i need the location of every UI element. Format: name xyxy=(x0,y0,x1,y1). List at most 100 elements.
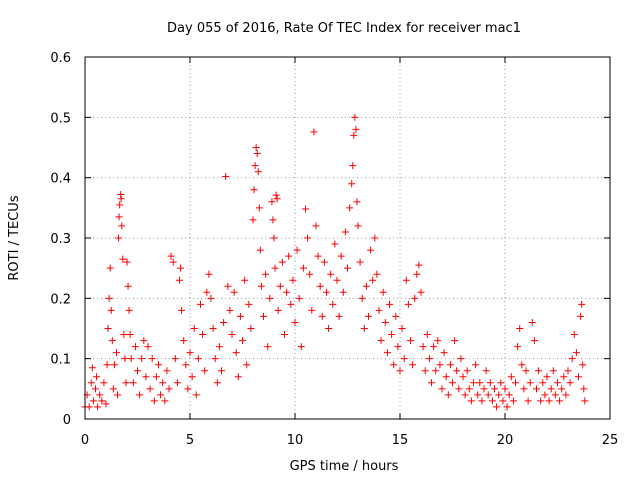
data-point xyxy=(119,255,127,263)
data-point xyxy=(100,379,108,387)
data-point xyxy=(472,361,480,369)
data-point xyxy=(203,288,211,296)
data-point xyxy=(541,391,549,399)
data-point xyxy=(522,367,530,375)
data-point xyxy=(295,294,303,302)
data-point xyxy=(499,397,507,405)
grid-lines xyxy=(85,57,610,419)
data-point xyxy=(474,391,482,399)
data-point xyxy=(367,246,375,254)
data-point xyxy=(138,355,146,363)
data-point xyxy=(335,312,343,320)
data-point xyxy=(252,144,260,151)
x-tick-label: 15 xyxy=(392,433,409,448)
data-point xyxy=(226,306,234,314)
data-point xyxy=(461,391,469,399)
data-point xyxy=(346,204,354,212)
data-point xyxy=(163,367,171,375)
data-point xyxy=(142,373,150,381)
data-point xyxy=(432,367,440,375)
data-point xyxy=(486,379,494,387)
data-point xyxy=(394,343,402,351)
data-point xyxy=(190,325,198,332)
data-point xyxy=(114,391,122,399)
data-point xyxy=(121,355,129,363)
data-point xyxy=(516,325,524,332)
plot-frame xyxy=(84,56,611,420)
data-point xyxy=(222,172,230,180)
data-point xyxy=(329,300,337,308)
x-tick-label: 0 xyxy=(81,433,89,448)
data-point xyxy=(579,361,587,369)
data-point xyxy=(169,258,177,266)
data-point xyxy=(302,205,309,213)
data-point xyxy=(188,373,196,381)
data-point xyxy=(556,397,564,405)
data-point xyxy=(109,385,117,393)
data-point xyxy=(304,234,312,242)
data-point xyxy=(383,349,391,357)
data-point xyxy=(390,361,398,369)
data-point xyxy=(353,198,361,206)
data-point xyxy=(178,306,186,314)
data-point xyxy=(312,222,320,230)
data-point xyxy=(327,270,335,278)
data-point xyxy=(260,312,267,320)
data-point xyxy=(493,403,501,411)
data-point xyxy=(176,276,183,284)
data-point xyxy=(255,204,263,212)
data-point xyxy=(570,331,578,339)
data-point xyxy=(251,162,259,170)
data-point xyxy=(428,379,435,387)
data-point xyxy=(127,355,135,363)
data-point xyxy=(232,349,240,357)
data-point xyxy=(87,379,95,387)
data-point xyxy=(218,367,225,375)
data-point xyxy=(268,198,276,206)
data-point xyxy=(560,373,568,381)
x-tick-label: 20 xyxy=(497,433,514,448)
data-point xyxy=(316,282,324,290)
data-point xyxy=(337,252,345,260)
data-point xyxy=(417,288,425,296)
data-point xyxy=(581,397,589,405)
data-point xyxy=(577,312,585,320)
data-point xyxy=(331,240,339,248)
data-point xyxy=(362,282,370,290)
data-point xyxy=(110,361,118,369)
data-point xyxy=(388,331,396,339)
data-point xyxy=(446,361,454,369)
data-point xyxy=(103,361,111,369)
data-point xyxy=(297,343,305,351)
data-point xyxy=(136,391,144,399)
data-point xyxy=(108,337,116,345)
data-point xyxy=(140,337,148,345)
data-point xyxy=(264,343,272,351)
data-point xyxy=(442,373,450,381)
data-point xyxy=(270,234,278,242)
data-point xyxy=(92,385,99,393)
data-point xyxy=(125,306,133,314)
data-point xyxy=(177,264,185,272)
data-point xyxy=(575,373,582,381)
y-tick-label: 0.4 xyxy=(50,172,71,187)
data-point xyxy=(197,300,204,308)
data-point xyxy=(318,312,326,320)
data-point xyxy=(349,162,357,170)
data-point xyxy=(85,403,93,411)
data-point xyxy=(413,270,421,278)
data-point xyxy=(205,270,213,278)
data-point xyxy=(230,288,238,296)
data-point xyxy=(96,391,104,399)
data-point xyxy=(236,312,244,320)
data-point xyxy=(365,312,372,320)
data-point xyxy=(289,276,297,284)
data-point xyxy=(94,403,102,411)
data-point xyxy=(201,367,209,375)
data-point xyxy=(369,276,377,284)
data-point xyxy=(533,385,540,393)
data-point xyxy=(155,361,162,369)
data-point xyxy=(182,361,190,369)
data-point xyxy=(512,379,519,387)
